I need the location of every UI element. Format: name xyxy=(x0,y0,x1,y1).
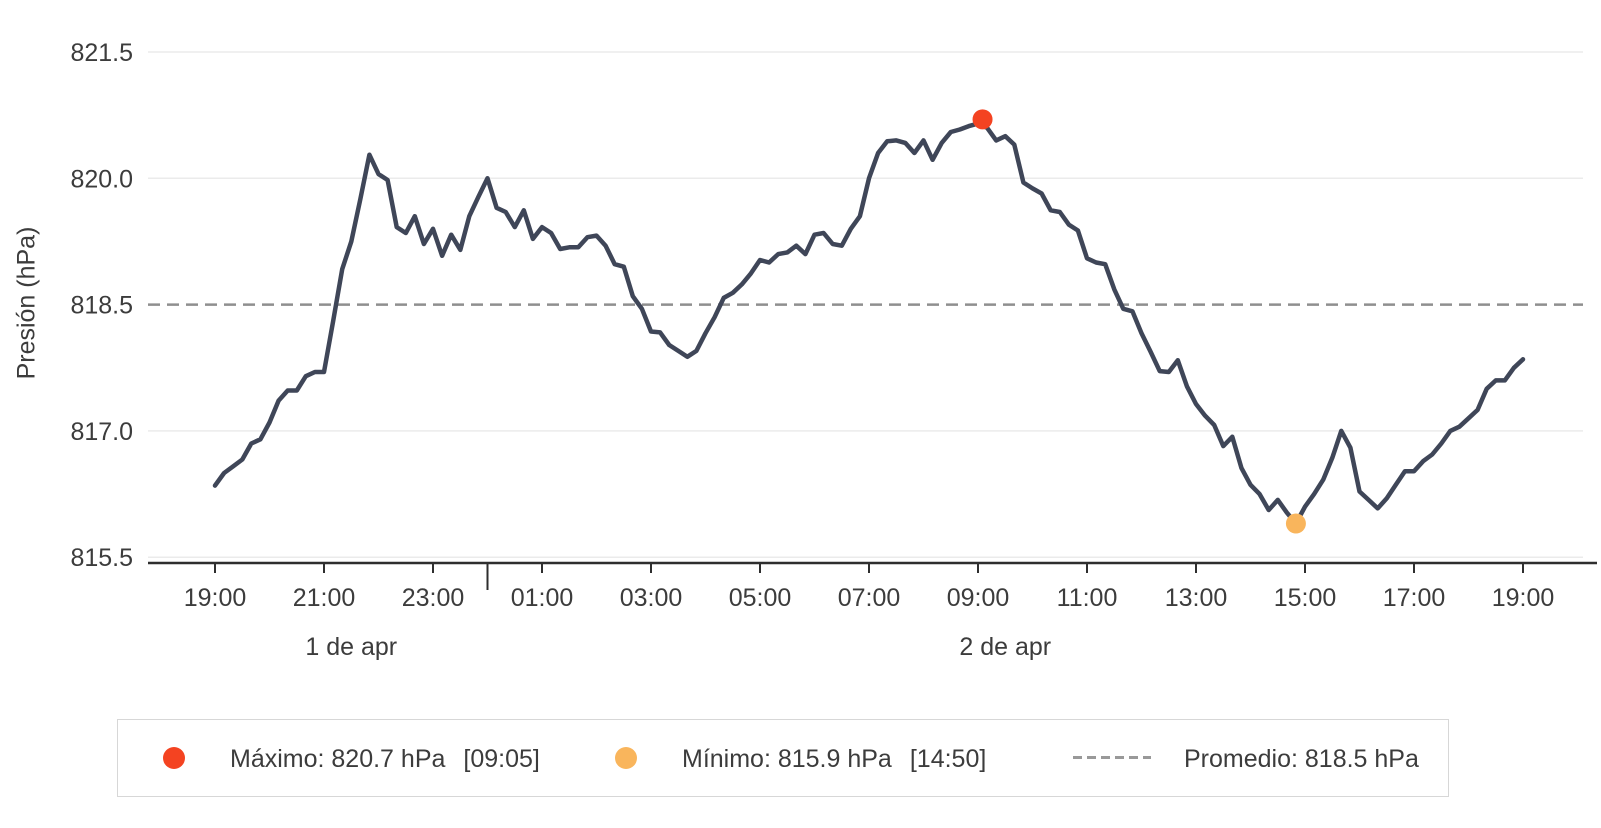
x-tick-label: 15:00 xyxy=(1274,584,1337,612)
max-legend-label: Máximo: 820.7 hPa [09:05] xyxy=(230,745,540,773)
y-tick-label: 815.5 xyxy=(70,544,133,572)
min-legend-label: Mínimo: 815.9 hPa [14:50] xyxy=(682,745,987,773)
legend: Máximo: 820.7 hPa [09:05] Mínimo: 815.9 h… xyxy=(117,719,1449,797)
y-tick-label: 817.0 xyxy=(70,418,133,446)
x-tick-label: 05:00 xyxy=(729,584,792,612)
x-tick-label: 21:00 xyxy=(293,584,356,612)
x-tick-label: 19:00 xyxy=(1492,584,1555,612)
x-tick-label: 09:00 xyxy=(947,584,1010,612)
x-tick-label: 07:00 xyxy=(838,584,901,612)
x-tick-label: 11:00 xyxy=(1057,584,1118,612)
pressure-line xyxy=(212,121,1526,526)
x-tick-label: 17:00 xyxy=(1383,584,1446,612)
y-axis-title: Presión (hPa) xyxy=(12,226,41,380)
max-legend-marker-icon xyxy=(163,747,185,769)
max-legend-time: [09:05] xyxy=(463,745,540,773)
average-legend-marker-icon xyxy=(1073,756,1151,759)
day-label: 2 de apr xyxy=(959,633,1051,661)
y-tick-label: 818.5 xyxy=(70,292,133,320)
x-tick-label: 19:00 xyxy=(184,584,247,612)
x-tick-label: 13:00 xyxy=(1165,584,1228,612)
x-tick-label: 01:00 xyxy=(511,584,574,612)
x-tick-label: 23:00 xyxy=(402,584,465,612)
average-legend-label: Promedio: 818.5 hPa xyxy=(1184,745,1419,773)
y-tick-label: 820.0 xyxy=(70,165,133,193)
y-tick-label: 821.5 xyxy=(70,39,133,67)
max-point-marker xyxy=(972,109,993,130)
min-legend-time: [14:50] xyxy=(909,745,987,773)
x-tick-label: 03:00 xyxy=(620,584,683,612)
min-legend-marker-icon xyxy=(615,747,637,769)
min-point-marker xyxy=(1285,513,1306,534)
day-label: 1 de apr xyxy=(305,633,397,661)
